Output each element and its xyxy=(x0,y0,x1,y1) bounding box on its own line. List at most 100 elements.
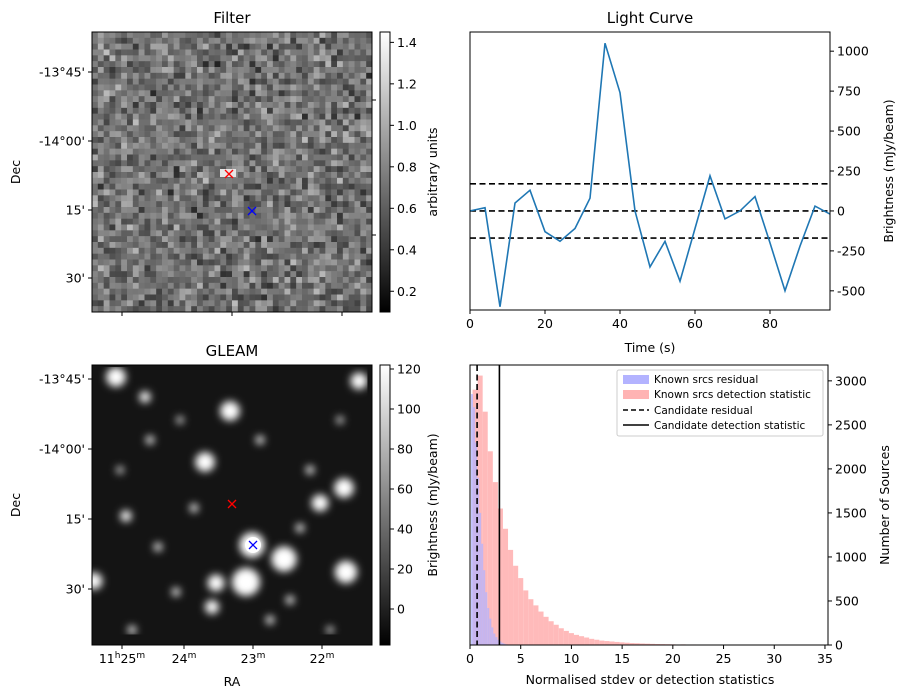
filter-pixel xyxy=(284,183,291,190)
filter-pixel xyxy=(179,224,186,231)
filter-pixel xyxy=(220,96,227,103)
filter-pixel xyxy=(325,107,332,114)
filter-pixel xyxy=(109,96,116,103)
filter-pixel xyxy=(220,306,227,312)
filter-pixel xyxy=(214,277,221,284)
filter-pixel xyxy=(127,282,134,289)
filter-pixel xyxy=(92,131,99,138)
filter-pixel xyxy=(103,218,110,225)
filter-pixel xyxy=(103,195,110,202)
filter-pixel xyxy=(296,306,303,312)
filter-pixel xyxy=(337,72,344,79)
filter-pixel xyxy=(319,212,326,219)
filter-pixel xyxy=(360,294,367,301)
lightcurve-title: Light Curve xyxy=(607,9,693,27)
filter-pixel xyxy=(255,242,262,249)
histogram-ytick-2-label: 1000 xyxy=(835,549,867,564)
filter-pixel xyxy=(354,253,361,260)
filter-pixel xyxy=(255,224,262,231)
filter-pixel xyxy=(115,96,122,103)
filter-pixel xyxy=(162,154,169,161)
filter-pixel xyxy=(220,160,227,167)
filter-pixel xyxy=(167,37,174,44)
filter-pixel xyxy=(360,90,367,97)
filter-pixel xyxy=(220,142,227,149)
filter-pixel xyxy=(150,43,157,50)
filter-pixel xyxy=(208,224,215,231)
filter-pixel xyxy=(220,32,227,39)
filter-cb-tick-6-label: 1.4 xyxy=(397,35,417,50)
filter-pixel xyxy=(156,300,163,307)
filter-pixel xyxy=(249,119,256,126)
filter-pixel xyxy=(249,247,256,254)
filter-pixel xyxy=(127,189,134,196)
filter-pixel xyxy=(342,142,349,149)
filter-pixel xyxy=(249,55,256,62)
filter-pixel xyxy=(144,294,151,301)
filter-pixel xyxy=(150,218,157,225)
filter-pixel xyxy=(226,142,233,149)
filter-pixel xyxy=(162,107,169,114)
histogram-legend: Known srcs residual Known srcs detection… xyxy=(616,369,824,437)
filter-pixel xyxy=(319,282,326,289)
filter-pixel xyxy=(191,247,198,254)
filter-pixel xyxy=(261,55,268,62)
filter-pixel xyxy=(185,160,192,167)
filter-pixel xyxy=(284,72,291,79)
filter-pixel xyxy=(342,306,349,312)
filter-pixel xyxy=(208,84,215,91)
filter-pixel xyxy=(272,37,279,44)
filter-pixel xyxy=(249,113,256,120)
filter-pixel xyxy=(127,137,134,144)
filter-pixel xyxy=(132,137,139,144)
filter-pixel xyxy=(237,78,244,85)
gleam-panel: GLEAM -13°45'-14°00'15'30' 11h25m 24m 23m 2… xyxy=(8,342,440,689)
filter-pixel xyxy=(197,142,204,149)
filter-pixel xyxy=(348,207,355,214)
filter-pixel xyxy=(226,96,233,103)
filter-pixel xyxy=(202,212,209,219)
filter-pixel xyxy=(331,55,338,62)
filter-pixel xyxy=(232,177,239,184)
filter-pixel xyxy=(354,61,361,68)
filter-pixel xyxy=(243,113,250,120)
filter-pixel xyxy=(302,236,309,243)
filter-pixel xyxy=(208,277,215,284)
filter-pixel xyxy=(261,32,268,39)
filter-pixel xyxy=(162,166,169,173)
filter-pixel xyxy=(226,55,233,62)
filter-pixel xyxy=(132,253,139,260)
filter-pixel xyxy=(313,37,320,44)
filter-pixel xyxy=(208,67,215,74)
filter-pixel xyxy=(202,166,209,173)
filter-pixel xyxy=(167,160,174,167)
filter-pixel xyxy=(313,247,320,254)
filter-pixel xyxy=(191,131,198,138)
filter-pixel xyxy=(360,37,367,44)
filter-pixel xyxy=(290,247,297,254)
filter-pixel xyxy=(197,61,204,68)
filter-pixel xyxy=(132,212,139,219)
filter-pixel xyxy=(278,224,285,231)
filter-pixel xyxy=(261,148,268,155)
filter-pixel xyxy=(115,55,122,62)
filter-pixel xyxy=(237,55,244,62)
filter-pixel xyxy=(261,230,268,237)
gleam-xtick-main: 11 xyxy=(99,651,115,666)
filter-pixel xyxy=(348,247,355,254)
filter-pixel xyxy=(121,177,128,184)
filter-pixel xyxy=(237,137,244,144)
filter-pixel xyxy=(261,37,268,44)
filter-pixel xyxy=(150,142,157,149)
filter-pixel xyxy=(127,212,134,219)
filter-pixel xyxy=(132,177,139,184)
filter-pixel xyxy=(92,107,99,114)
filter-pixel xyxy=(167,183,174,190)
filter-pixel xyxy=(261,137,268,144)
histogram-bar-s0-8 xyxy=(487,608,490,645)
filter-pixel xyxy=(255,212,262,219)
filter-pixel xyxy=(331,195,338,202)
filter-pixel xyxy=(366,247,372,254)
filter-pixel xyxy=(307,224,314,231)
filter-pixel xyxy=(302,201,309,208)
